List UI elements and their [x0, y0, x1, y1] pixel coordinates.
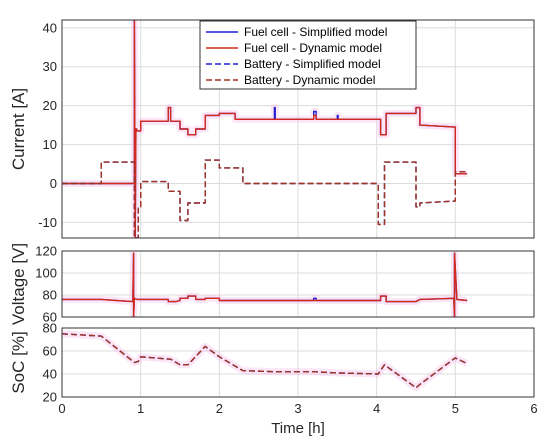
series-line-fuel-cell-dynamic-model [62, 20, 468, 238]
y-tick-label: 20 [43, 390, 57, 405]
y-tick-label: 100 [35, 266, 57, 281]
y-tick-label: 10 [43, 137, 57, 152]
y-tick-label: -10 [38, 215, 57, 230]
legend-box [199, 20, 417, 90]
series-line-dynamic-model [62, 333, 468, 389]
y-axis-label: Voltage [V] [9, 243, 28, 325]
y-axis-label: SoC [%] [9, 331, 28, 393]
y-axis-label: Current [A] [9, 88, 28, 170]
x-tick-label: 0 [58, 401, 65, 416]
x-tick-label: 2 [216, 401, 223, 416]
y-tick-label: 120 [35, 244, 57, 259]
x-axis-label: Time [h] [271, 420, 325, 437]
x-tick-label: 4 [373, 401, 380, 416]
panel-soc: 20 40 60 80 SoC [%] 0 1 2 3 4 5 6 Time [h] [9, 321, 538, 438]
series-group [62, 20, 468, 238]
axes-frame [61, 250, 535, 318]
x-tick-label: 3 [294, 401, 301, 416]
panel-voltage: 60 80 100 120 Voltage [V] [9, 243, 535, 325]
legend: Fuel cell - Simplified model Fuel cell - … [199, 20, 417, 90]
series-group [62, 251, 468, 317]
y-tick-label: 80 [43, 288, 57, 303]
y-tick-label: 40 [43, 367, 57, 382]
y-tick-label: 80 [43, 321, 57, 336]
y-tick-label: 0 [50, 176, 57, 191]
y-tick-label: 20 [43, 98, 57, 113]
x-tick-label: 5 [452, 401, 459, 416]
axes-frame [61, 327, 535, 398]
legend-entry-label: Fuel cell - Dynamic model [244, 41, 382, 55]
x-tick-label: 6 [530, 401, 537, 416]
y-tick-label: 30 [43, 59, 57, 74]
series-line-dynamic-model [62, 252, 468, 317]
series-line-battery-dynamic-model [62, 159, 468, 238]
y-tick-label: 40 [43, 20, 57, 35]
legend-entry-label: Battery - Dynamic model [244, 73, 375, 87]
axes-frame [61, 19, 535, 239]
legend-entry-label: Fuel cell - Simplified model [244, 25, 387, 39]
y-tick-label: 60 [43, 344, 57, 359]
series-group [62, 330, 469, 392]
legend-entry-label: Battery - Simplified model [244, 57, 381, 71]
y-tick-label: 60 [43, 310, 57, 325]
x-tick-label: 1 [137, 401, 144, 416]
